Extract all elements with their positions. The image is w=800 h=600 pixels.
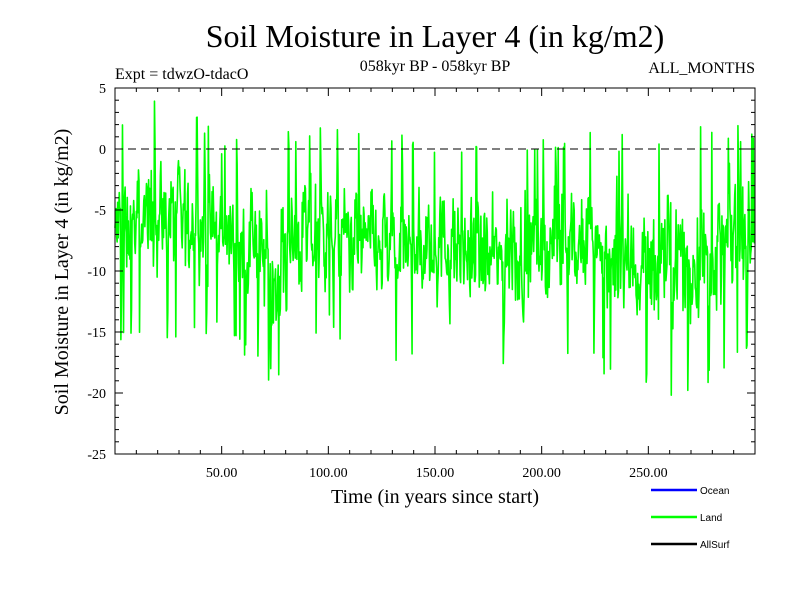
x-tick-label: 50.00 (206, 466, 238, 481)
period-label: 058kyr BP - 058kyr BP (360, 58, 511, 75)
y-tick-label: -10 (87, 265, 106, 280)
legend-label-land: Land (700, 513, 722, 524)
months-label: ALL_MONTHS (648, 60, 755, 77)
x-tick-label: 250.00 (629, 466, 668, 481)
x-axis-ticks: 50.00 100.00 150.00 200.00 250.00 (135, 88, 735, 481)
series-line-land (114, 100, 756, 396)
chart-title: Soil Moisture in Layer 4 (in kg/m2) (206, 18, 665, 54)
x-axis-label: Time (in years since start) (331, 486, 539, 508)
x-tick-label: 150.00 (416, 466, 455, 481)
y-tick-label: -20 (87, 387, 106, 402)
x-tick-label: 200.00 (522, 466, 561, 481)
y-axis-label: Soil Moisture in Layer 4 (in kg/m2) (51, 129, 73, 416)
experiment-label: Expt = tdwzO-tdacO (115, 66, 248, 83)
legend-label-allsurf: AllSurf (700, 540, 730, 551)
series-layer (114, 100, 756, 396)
y-tick-label: -15 (87, 326, 106, 341)
y-tick-label: -5 (94, 204, 106, 219)
y-tick-label: -25 (87, 448, 106, 463)
y-tick-label: 5 (99, 82, 106, 97)
y-tick-label: 0 (99, 143, 106, 158)
y-axis-ticks: 5 0 -5 -10 -15 -20 -25 (87, 82, 755, 463)
legend-label-ocean: Ocean (700, 486, 729, 497)
x-tick-label: 100.00 (309, 466, 348, 481)
legend: Ocean Land AllSurf (651, 486, 730, 551)
